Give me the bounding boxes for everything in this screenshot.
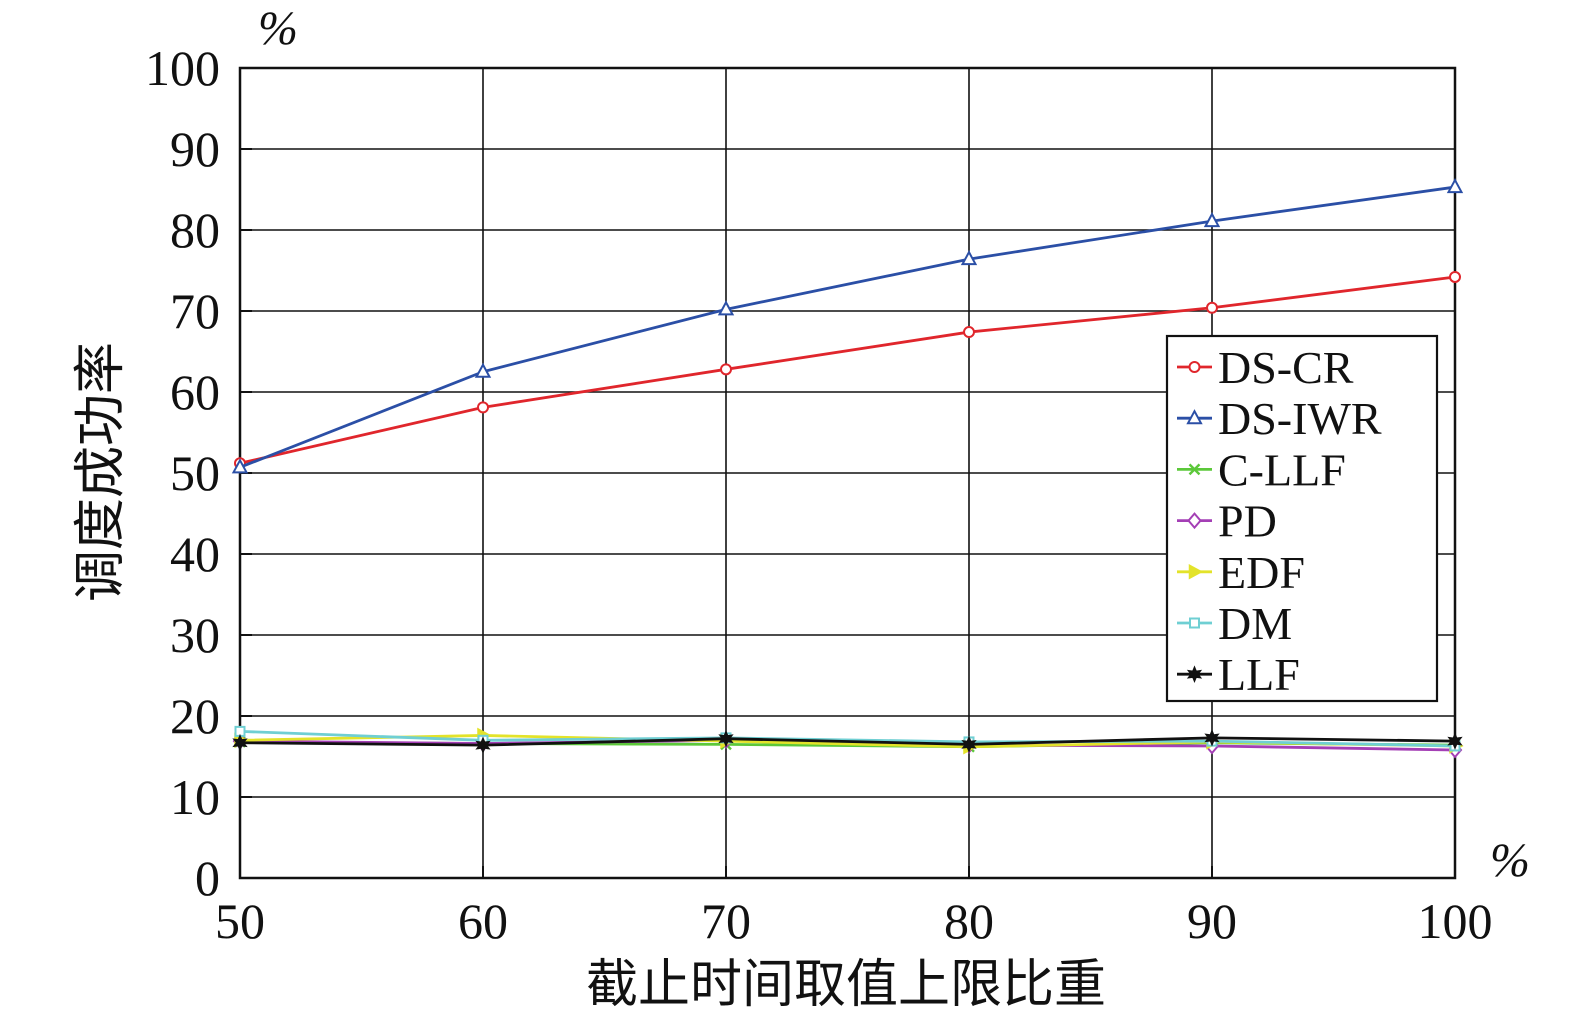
legend-label-C-LLF: C-LLF [1218, 444, 1346, 495]
series-line-DM [239, 729, 1456, 748]
legend-marker-DM [1189, 617, 1200, 629]
legend-entry-C-LLF: C-LLF [1177, 444, 1346, 495]
x-tick-label-80: 80 [944, 893, 994, 949]
series-DS-IWR [231, 177, 1464, 474]
y-tick-label-30: 30 [170, 607, 220, 663]
legend-label-PD: PD [1218, 496, 1277, 547]
data-point-DS-IWR-100 [1446, 177, 1464, 194]
legend-entry-LLF: LLF [1177, 649, 1300, 700]
series-group [231, 177, 1464, 759]
legend-marker-DS-CR [1188, 361, 1201, 373]
legend-entry-PD: PD [1177, 496, 1277, 547]
data-point-DS-IWR-50 [231, 458, 249, 474]
y-tick-label-20: 20 [170, 688, 220, 744]
x-axis-title: 截止时间取值上限比重 [586, 957, 1106, 1014]
series-line-LLF [239, 736, 1456, 747]
data-point-LLF-90 [1204, 729, 1220, 747]
y-tick-label-0: 0 [195, 850, 220, 906]
legend-label-LLF: LLF [1218, 649, 1300, 700]
legend-label-DS-CR: DS-CR [1218, 342, 1354, 393]
x-unit-label: % [1490, 834, 1530, 887]
legend-entry-DS-CR: DS-CR [1177, 342, 1354, 393]
y-tick-label-50: 50 [170, 445, 220, 501]
x-tick-label-90: 90 [1187, 893, 1237, 949]
data-point-DS-IWR-90 [1203, 211, 1221, 228]
data-point-DS-CR-80 [963, 326, 975, 339]
data-point-LLF-50 [232, 733, 248, 752]
y-tick-label-10: 10 [170, 769, 220, 825]
data-point-DS-IWR-60 [474, 362, 492, 378]
y-tick-label-70: 70 [170, 283, 220, 339]
y-tick-label-60: 60 [170, 364, 220, 420]
legend-marker-DS-IWR [1186, 409, 1203, 425]
legend-marker-C-LLF [1188, 463, 1201, 476]
y-tick-label-90: 90 [170, 121, 220, 177]
y-tick-labels: 0 10 20 30 40 50 60 70 80 90 100 [145, 40, 220, 906]
legend-marker-PD [1187, 512, 1202, 530]
series-line-DS-IWR [239, 185, 1456, 469]
legend-label-EDF: EDF [1218, 547, 1305, 598]
legend-label-DM: DM [1218, 598, 1292, 649]
series-LLF [232, 729, 1463, 754]
x-tick-label-50: 50 [215, 893, 265, 949]
data-point-LLF-80 [961, 735, 977, 754]
legend-entry-DS-IWR: DS-IWR [1177, 393, 1382, 444]
data-point-DS-CR-60 [477, 401, 489, 414]
x-tick-label-60: 60 [458, 893, 508, 949]
legend-entry-DM: DM [1177, 598, 1292, 649]
data-point-LLF-60 [475, 736, 491, 754]
legend-label-DS-IWR: DS-IWR [1218, 393, 1382, 444]
data-point-DS-CR-100 [1449, 270, 1461, 283]
legend-entry-EDF: EDF [1177, 547, 1305, 598]
data-point-DS-IWR-80 [960, 250, 978, 266]
data-point-DS-IWR-70 [717, 300, 735, 316]
y-tick-label-100: 100 [145, 40, 220, 96]
y-unit-label: % [258, 2, 298, 55]
data-point-DS-CR-70 [720, 363, 732, 376]
legend-marker-EDF [1188, 564, 1204, 580]
y-tick-label-40: 40 [170, 526, 220, 582]
data-point-DS-CR-90 [1206, 301, 1218, 314]
y-tick-label-80: 80 [170, 202, 220, 258]
legend-marker-LLF [1186, 665, 1203, 684]
legend-box [1165, 334, 1439, 703]
x-tick-labels: 50 60 70 80 90 100 [215, 893, 1493, 949]
data-point-LLF-100 [1447, 732, 1463, 750]
data-point-LLF-70 [718, 729, 734, 748]
x-tick-label-100: 100 [1418, 893, 1493, 949]
series-line-DS-CR [239, 275, 1456, 465]
x-tick-label-70: 70 [701, 893, 751, 949]
y-axis-title: 调度成功率 [73, 342, 130, 602]
